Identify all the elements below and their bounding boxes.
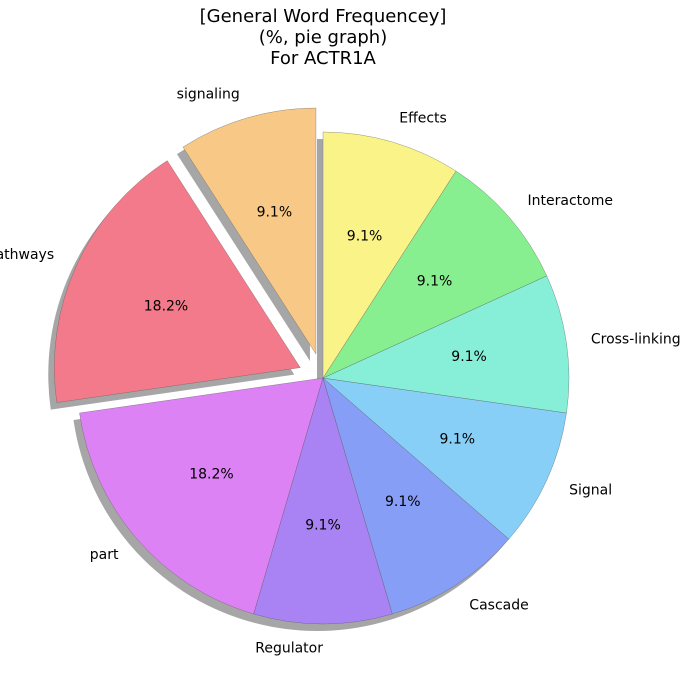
slice-label-pathways: pathways <box>0 247 54 263</box>
slice-percent-interactome: 9.1% <box>417 273 453 289</box>
slice-label-part: part <box>90 547 119 563</box>
slice-label-cascade: Cascade <box>469 598 528 614</box>
slice-cascade <box>322 377 510 615</box>
chart-title-line-1: [General Word Frequencey] <box>200 6 447 27</box>
slice-label-cross-linking: Cross-linking <box>591 331 681 347</box>
slice-percent-pathways: 18.2% <box>144 298 188 314</box>
slice-percent-cross-linking: 9.1% <box>451 349 487 365</box>
pie-slices <box>54 107 570 625</box>
slice-percent-signaling: 9.1% <box>257 204 293 220</box>
slice-label-signal: Signal <box>569 482 612 498</box>
slice-signaling <box>182 107 317 355</box>
slice-effects <box>322 131 457 379</box>
slice-part <box>79 377 324 615</box>
slice-percent-cascade: 9.1% <box>385 494 421 510</box>
slice-labels: signaling 9.1% pathways 18.2% part 18.2% Regul… <box>0 86 681 656</box>
slice-percent-signal: 9.1% <box>439 431 475 447</box>
slice-signal <box>322 377 567 540</box>
chart-title-line-3: For ACTR1A <box>270 48 376 69</box>
slice-label-regulator: Regulator <box>255 641 323 657</box>
slice-cross-linking <box>322 275 570 414</box>
slice-label-signaling: signaling <box>177 86 240 102</box>
slice-regulator <box>253 377 393 625</box>
slice-percent-regulator: 9.1% <box>305 518 341 534</box>
slice-pathways <box>54 160 301 403</box>
slice-label-effects: Effects <box>399 110 447 126</box>
chart-title-line-2: (%, pie graph) <box>259 27 388 48</box>
slice-percent-effects: 9.1% <box>347 228 383 244</box>
slice-interactome <box>322 170 548 379</box>
slice-percent-part: 18.2% <box>189 467 233 483</box>
slice-label-interactome: Interactome <box>528 193 613 209</box>
